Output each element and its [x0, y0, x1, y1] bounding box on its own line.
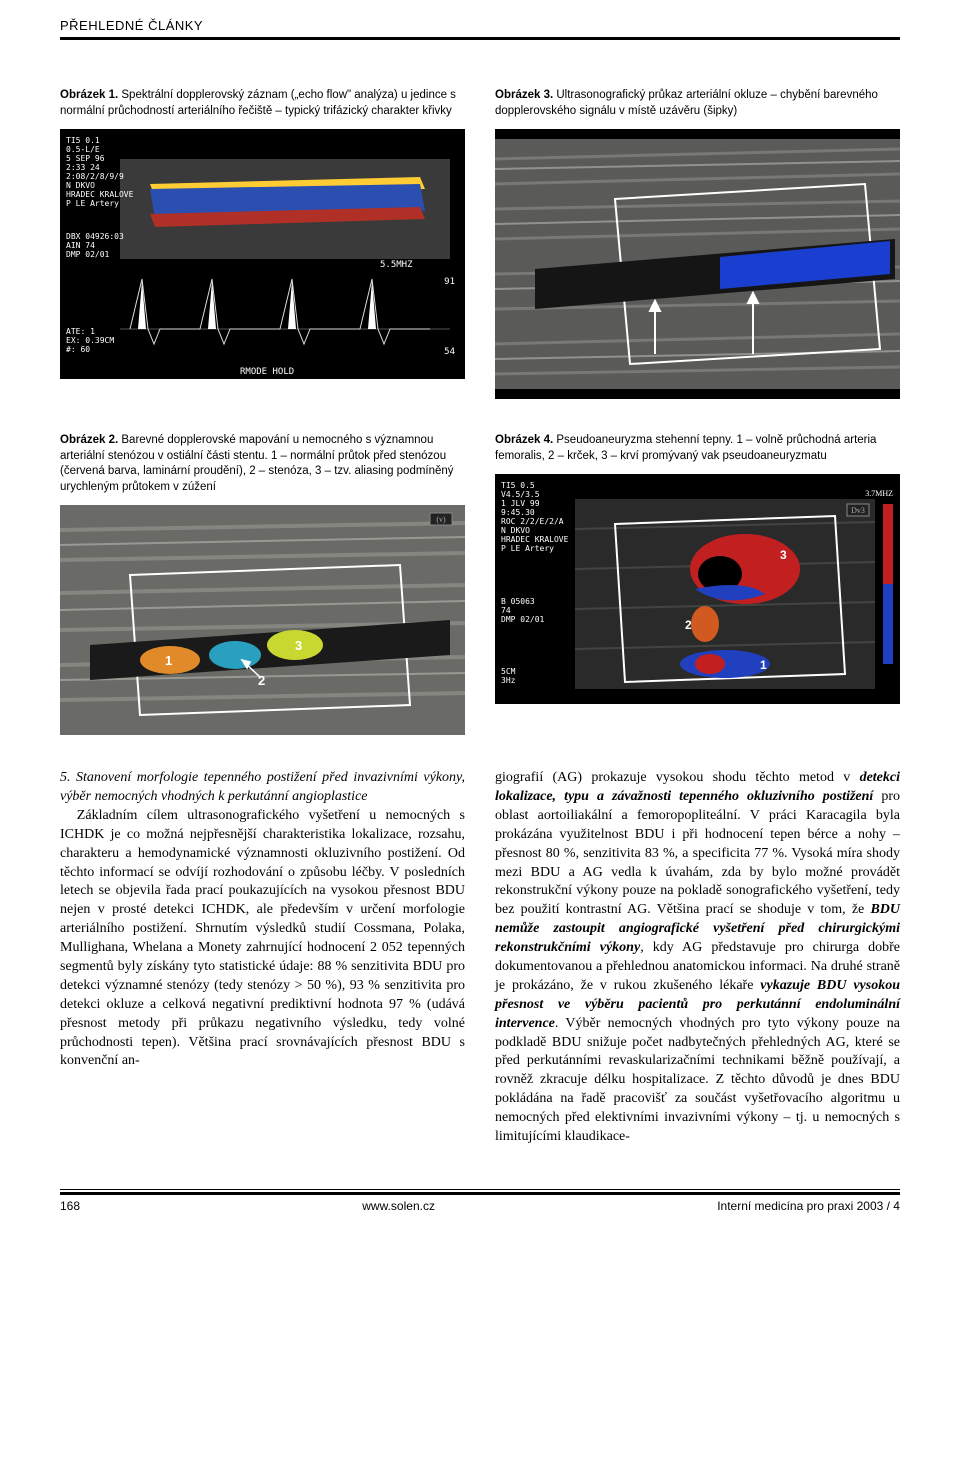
figure-1-label: Obrázek 1. [60, 89, 118, 101]
figure-4-text: Pseudoaneuryzma stehenní tepny. 1 – voln… [495, 434, 876, 462]
figure-2-text: Barevné dopplerovské mapování u nemocnéh… [60, 434, 454, 493]
page-footer: 168 www.solen.cz Interní medicína pro pr… [60, 1189, 900, 1213]
figure-row-2: Obrázek 2. Barevné dopplerovské mapování… [60, 433, 900, 735]
svg-text:(v): (v) [436, 515, 446, 524]
svg-text:91: 91 [444, 277, 455, 287]
figure-3-label: Obrázek 3. [495, 89, 553, 101]
figure-1-block: Obrázek 1. Spektrální dopplerovský zázna… [60, 88, 465, 399]
body-col-right: giografií (AG) prokazuje vysokou shodu t… [495, 769, 900, 1147]
figure-3-text: Ultrasonografický průkaz arteriální oklu… [495, 89, 878, 117]
footer-journal: Interní medicína pro praxi 2003 / 4 [717, 1199, 900, 1213]
svg-text:3.7MHZ: 3.7MHZ [865, 489, 893, 498]
body-right-p1: giografií (AG) prokazuje vysokou shodu t… [495, 769, 900, 1147]
figure-2-label: Obrázek 2. [60, 434, 118, 446]
svg-text:3: 3 [295, 638, 302, 653]
figure-3-caption: Obrázek 3. Ultrasonografický průkaz arte… [495, 88, 900, 119]
footer-page-number: 168 [60, 1199, 80, 1213]
txt-b: pro oblast aortoiliakální a femoropoplit… [495, 789, 900, 917]
svg-text:1: 1 [760, 658, 767, 672]
figure-4-block: Obrázek 4. Pseudoaneuryzma stehenní tepn… [495, 433, 900, 735]
figure-4-caption: Obrázek 4. Pseudoaneuryzma stehenní tepn… [495, 433, 900, 464]
svg-text:5.5MHZ: 5.5MHZ [380, 260, 413, 270]
svg-text:RMODE HOLD: RMODE HOLD [240, 367, 294, 377]
body-left-p1: Základním cílem ultrasonografického vyše… [60, 807, 465, 1071]
txt-a: giografií (AG) prokazuje vysokou shodu t… [495, 770, 860, 785]
body-col-left: 5. Stanovení morfologie tepenného postiž… [60, 769, 465, 1147]
figure-2: 1 2 3 (v) [60, 505, 465, 735]
footer-site: www.solen.cz [362, 1199, 435, 1213]
section-5-heading: 5. Stanovení morfologie tepenného postiž… [60, 769, 465, 807]
svg-text:1: 1 [165, 653, 172, 668]
figure-2-block: Obrázek 2. Barevné dopplerovské mapování… [60, 433, 465, 735]
body-columns: 5. Stanovení morfologie tepenného postiž… [60, 769, 900, 1147]
page: PŘEHLEDNÉ ČLÁNKY Obrázek 1. Spektrální d… [0, 0, 960, 1213]
svg-text:2: 2 [685, 618, 692, 632]
figure-1: TI5 0.1 0.5-L/E 5 SEP 96 2:33 24 2:08/2/… [60, 129, 465, 379]
header-rule [60, 37, 900, 40]
figure-3 [495, 129, 900, 399]
figure-row-1: Obrázek 1. Spektrální dopplerovský zázna… [60, 88, 900, 399]
figure-1-text: Spektrální dopplerovský záznam („echo fl… [60, 89, 456, 117]
figure-2-caption: Obrázek 2. Barevné dopplerovské mapování… [60, 433, 465, 495]
txt-d: . Výběr nemocných vhodných pro tyto výko… [495, 1016, 900, 1144]
svg-text:Dv3: Dv3 [851, 506, 865, 515]
svg-text:3: 3 [780, 548, 787, 562]
section-header: PŘEHLEDNÉ ČLÁNKY [60, 18, 900, 33]
figure-4-label: Obrázek 4. [495, 434, 553, 446]
figure-3-block: Obrázek 3. Ultrasonografický průkaz arte… [495, 88, 900, 399]
figure-4: TI5 0.5 V4.5/3.5 1 JLV 99 9:45.30 ROC 2/… [495, 474, 900, 704]
figure-1-caption: Obrázek 1. Spektrální dopplerovský zázna… [60, 88, 465, 119]
svg-text:54: 54 [444, 347, 455, 357]
